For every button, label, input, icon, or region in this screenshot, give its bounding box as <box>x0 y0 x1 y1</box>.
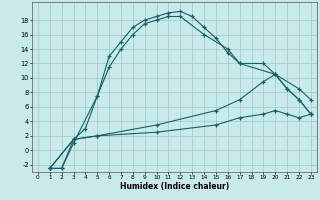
X-axis label: Humidex (Indice chaleur): Humidex (Indice chaleur) <box>120 182 229 191</box>
